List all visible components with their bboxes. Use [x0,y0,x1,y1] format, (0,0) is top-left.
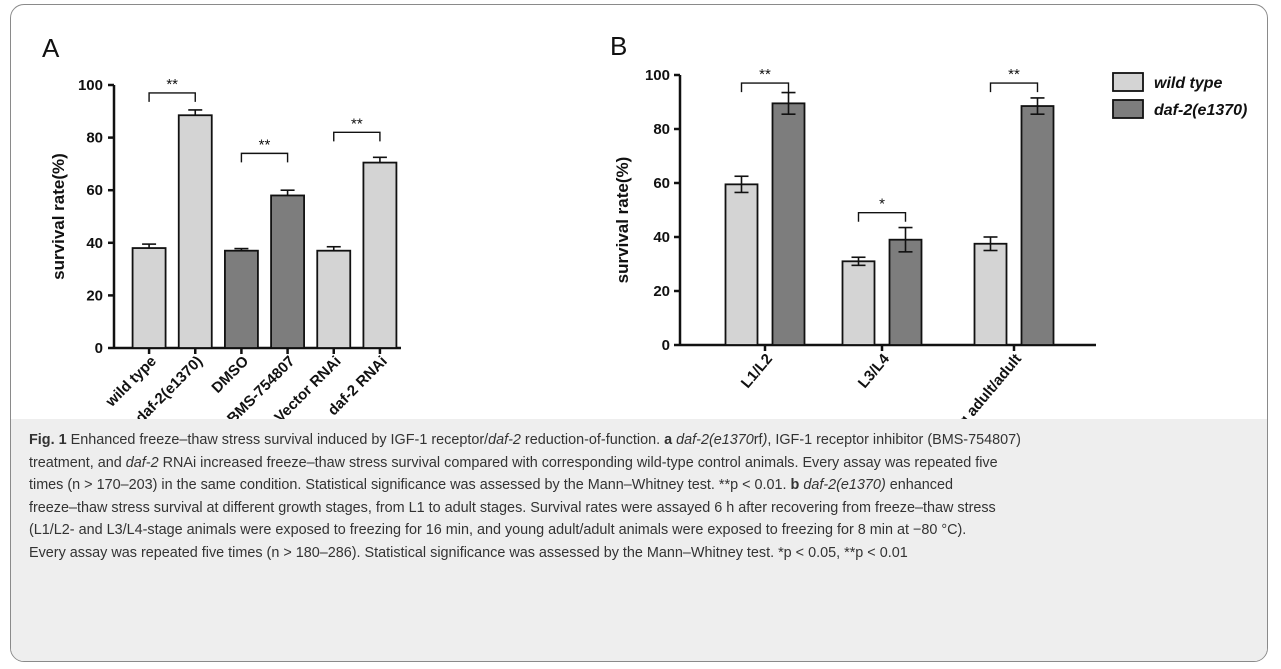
caption-line: Fig. 1 Enhanced freeze–thaw stress survi… [29,432,1021,448]
panel-a-significance-bracket [240,152,289,163]
panel-a-y-axis-label: survival rate(%) [49,153,68,280]
panel-a-y-tick-label: 100 [78,77,103,94]
panel-b-bar [771,102,806,346]
panel-a-y-tick-label: 80 [86,130,103,147]
panel-a-bar [224,249,259,349]
panel-b-y-tick-label: 0 [662,337,670,354]
panel-b-significance-label: ** [1008,66,1020,83]
panel-b-y-tick-label: 80 [653,121,670,138]
panel-a-y-tick-label: 40 [86,235,103,252]
panel-b-bar [724,183,759,346]
panel-a-bar [177,114,213,349]
figure-canvas: A 0 20 40 60 80 100 survival rate(%) wild type da… [42,31,1247,419]
caption-line: Every assay was repeated five times (n >… [29,544,908,561]
panel-b-label: B [610,31,627,61]
panel-b-category-label: L3/L4 [855,350,894,391]
panel-a-bar [362,161,398,349]
panel-b-significance-bracket [857,212,907,222]
panel-a-bar [131,247,167,349]
panel-a-bar [270,194,305,349]
panel-a-y-tick-label: 0 [95,340,103,357]
panel-b-significance-label: ** [759,66,771,83]
panel-a-bar [316,249,352,349]
panel-b-category-label: L1/L2 [738,351,776,392]
panel-b-y-axis-label: survival rate(%) [613,157,632,284]
legend-swatch [1112,99,1144,119]
panel-b-bar [1020,105,1055,346]
panel-a-significance-bracket [333,131,381,142]
panel-a-y-tick-label: 20 [86,287,103,304]
panel-b-bar [841,260,876,346]
caption-line: times (n > 170–203) in the same conditio… [29,477,953,493]
legend-swatch [1112,72,1144,92]
panel-b-y-tick-label: 20 [653,283,670,300]
panel-b-significance-bracket [740,82,790,93]
panel-b-y-tick-label: 100 [645,67,670,84]
panel-a-label: A [42,33,60,63]
caption-line: (L1/L2- and L3/L4-stage animals were exp… [29,522,967,538]
panel-b-bar [888,238,923,346]
panel-a-category-label: DMSO [208,353,252,397]
panel-a-significance-bracket [148,92,196,102]
panel-a-significance-label: ** [351,115,363,132]
panel-b-bar [973,242,1008,346]
figure-frame: A 0 20 40 60 80 100 survival rate(%) wild type da… [10,4,1268,662]
panel-b-category-label: young adult/adult [932,351,1025,419]
panel-b-significance-bracket [989,82,1039,93]
panel-a-y-tick-label: 60 [86,182,103,199]
panel-b-y-tick-label: 40 [653,229,670,246]
panel-b-y-tick-label: 60 [653,175,670,192]
legend-label: wild type [1154,75,1223,92]
figure-caption: Fig. 1 Enhanced freeze–thaw stress survi… [11,419,1267,661]
caption-line: freeze–thaw stress survival at different… [29,499,996,516]
panel-a-significance-label: ** [166,76,178,93]
legend-label: daf-2(e1370) [1154,102,1247,119]
panel-b-significance-label: * [879,196,885,213]
caption-line: treatment, and daf-2 RNAi increased free… [29,454,998,471]
panel-a-significance-label: ** [259,136,271,153]
